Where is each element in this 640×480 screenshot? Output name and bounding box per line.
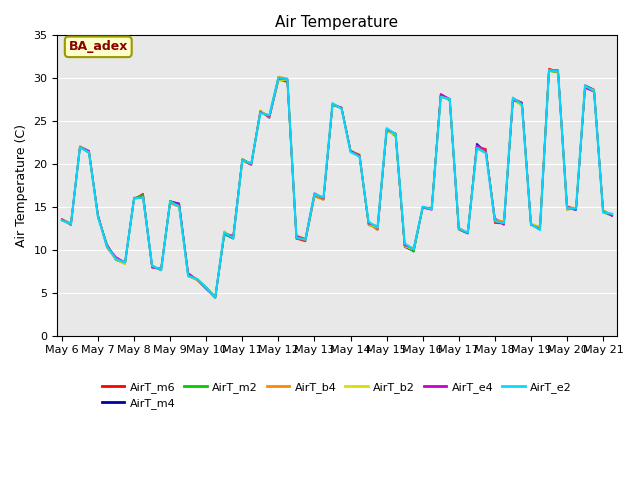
Title: Air Temperature: Air Temperature	[275, 15, 399, 30]
Text: BA_adex: BA_adex	[68, 40, 128, 53]
Y-axis label: Air Temperature (C): Air Temperature (C)	[15, 124, 28, 247]
Legend: AirT_m6, AirT_m4, AirT_m2, AirT_b4, AirT_b2, AirT_e4, AirT_e2: AirT_m6, AirT_m4, AirT_m2, AirT_b4, AirT…	[98, 377, 577, 413]
